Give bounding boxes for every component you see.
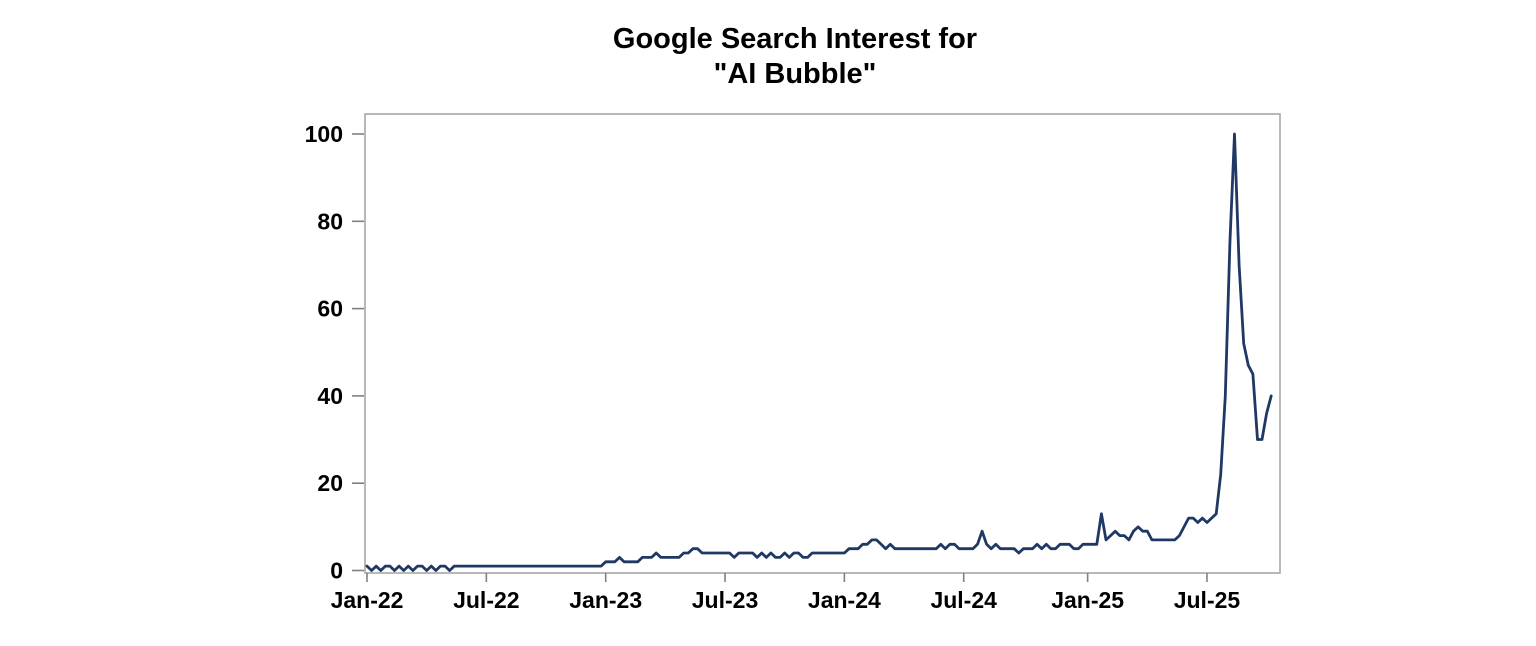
chart-title-line1: Google Search Interest for [612,23,978,55]
y-tick-label: 60 [317,296,343,322]
x-tick-label: Jan-22 [331,587,404,613]
x-tick-label: Jan-25 [1051,587,1124,613]
y-axis: 0 20 40 60 80 100 [305,121,364,584]
x-tick-label: Jan-23 [569,587,642,613]
y-tick-label: 100 [305,121,343,147]
x-tick-label: Jul-24 [930,587,997,613]
y-tick-label: 40 [317,383,343,409]
x-tick-label: Jan-24 [808,587,881,613]
chart-title: Google Search Interest for "AI Bubble" [40,22,1536,92]
trend-line [365,132,1273,572]
y-tick-label: 80 [317,208,343,234]
x-tick-label: Jul-23 [692,587,758,613]
x-tick-label: Jul-22 [453,587,519,613]
x-axis: Jan-22 Jul-22 Jan-23 Jul-23 Jan-24 Jul-24 Jan-… [331,573,1241,613]
chart-title-line2: "AI Bubble" [713,58,877,90]
y-tick-label: 20 [317,470,343,496]
y-tick-label: 0 [330,558,343,584]
plot-border [364,113,1281,574]
x-tick-label: Jul-25 [1174,587,1241,613]
chart: Google Search Interest for "AI Bubble" 0… [40,16,1536,646]
